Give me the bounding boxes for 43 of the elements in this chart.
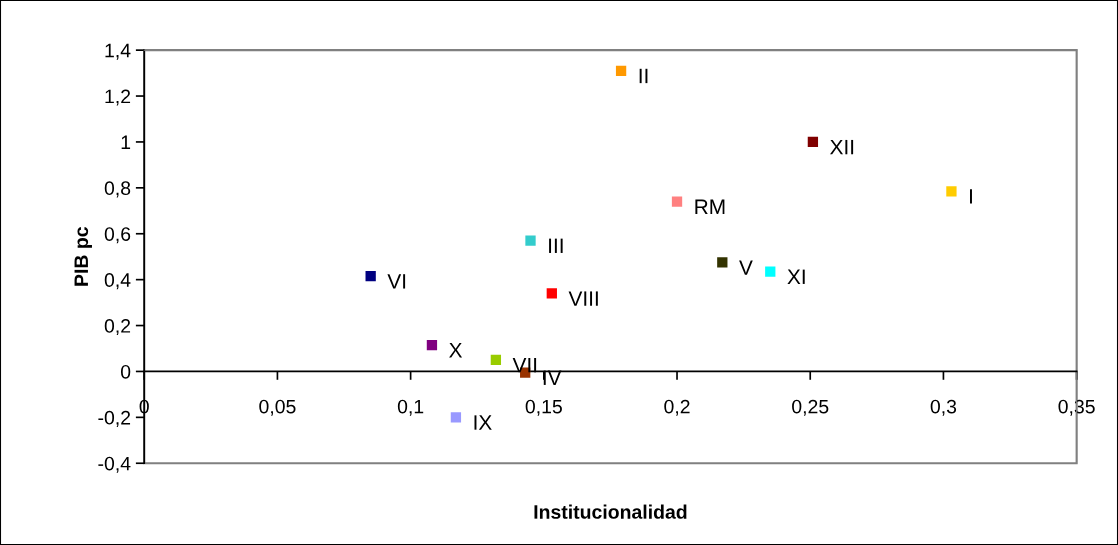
- y-axis-title: PIB pc: [74, 227, 92, 286]
- point: [546, 288, 557, 299]
- series-label: VII: [512, 357, 537, 373]
- y-tick-label: -0,2: [98, 410, 131, 427]
- x-tick-label: 0,15: [525, 399, 562, 416]
- y-tick-label: 1: [121, 135, 131, 149]
- point: [525, 235, 536, 246]
- point: [807, 136, 819, 148]
- series-label: I: [970, 189, 972, 204]
- y-tick-label: 1,2: [105, 89, 131, 106]
- point: [365, 271, 376, 282]
- point: [426, 339, 438, 351]
- y-tick-label: 0,8: [104, 181, 131, 198]
- point: [765, 266, 776, 277]
- y-tick-label: -0,4: [98, 456, 131, 473]
- x-tick-label: 0,1: [397, 399, 424, 416]
- series-label: VIII: [568, 291, 598, 306]
- series-label: X: [449, 343, 463, 358]
- series-label: RM: [695, 199, 725, 214]
- series-label: XI: [787, 269, 805, 284]
- series-label: XII: [830, 139, 854, 155]
- point: [450, 412, 462, 423]
- x-axis-title: Institucionalidad: [534, 504, 687, 519]
- y-tick-label: 0,6: [104, 227, 131, 244]
- x-tick-label: 0,05: [259, 399, 296, 416]
- x-tick-label: 0,2: [664, 399, 690, 416]
- series-label: III: [549, 238, 563, 253]
- point: [671, 196, 683, 207]
- point: [717, 257, 728, 268]
- y-tick-label: 0,2: [104, 319, 131, 336]
- x-tick-label: 0,3: [930, 399, 957, 416]
- point: [490, 354, 502, 366]
- y-tick-label: 0: [120, 364, 131, 379]
- y-tick-label: 0,4: [104, 273, 131, 290]
- point: [615, 65, 627, 76]
- series-label: II: [639, 68, 648, 84]
- series-label: VI: [387, 274, 406, 289]
- x-tick-label: 0,25: [792, 399, 829, 416]
- series-label: IX: [474, 415, 492, 430]
- y-tick-label: 1,4: [105, 43, 131, 60]
- series-label: V: [739, 260, 753, 275]
- point: [946, 186, 957, 197]
- x-tick-label: 0,35: [1058, 399, 1095, 416]
